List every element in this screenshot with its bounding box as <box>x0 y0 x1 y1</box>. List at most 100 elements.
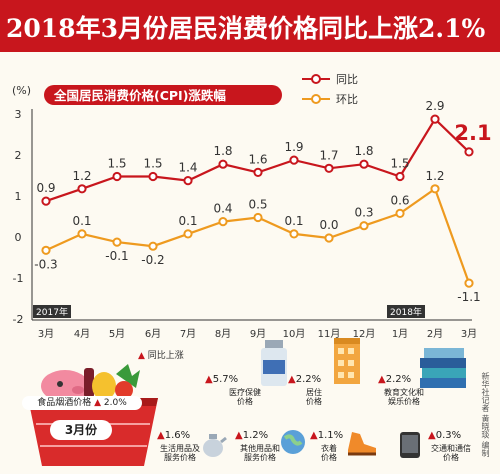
category-card-transport: ▲0.3% 交通和通信 价格 <box>390 424 476 470</box>
basket-month-box: 3月份 <box>50 420 112 440</box>
year-label-2017: 2017年 <box>36 306 68 318</box>
data-label: 1.4 <box>178 161 197 175</box>
bottom-legend: ▲ 同比上涨 <box>138 348 184 361</box>
data-point <box>324 233 334 243</box>
x-tick-label: 12月 <box>353 328 376 340</box>
y-tick-label: 1 <box>15 190 22 203</box>
data-label: -1.1 <box>457 290 480 304</box>
data-label: 0.0 <box>319 218 338 232</box>
data-label: 2.1 <box>454 121 491 145</box>
y-tick-label: -1 <box>13 272 24 285</box>
category-label: 交通和通信 价格 <box>431 444 471 462</box>
up-triangle-icon: ▲ <box>310 430 318 441</box>
data-point <box>148 241 158 251</box>
category-card-household: ▲1.6% 生活用品及 服务价格 <box>155 424 235 470</box>
data-label: 0.1 <box>178 214 197 228</box>
data-point <box>77 184 87 194</box>
data-point <box>253 212 263 223</box>
year-label-box <box>33 305 71 318</box>
up-triangle-icon: ▲ <box>138 351 145 361</box>
page-title: 2018年3月份居民消费价格同比上涨2.1% <box>6 14 486 43</box>
x-tick-label: 2月 <box>427 328 443 340</box>
x-tick-label: 7月 <box>180 328 196 340</box>
data-label: 0.1 <box>72 214 91 228</box>
year-label-2018: 2018年 <box>390 306 422 318</box>
data-point <box>289 155 299 165</box>
y-axis-unit: (%) <box>12 84 31 97</box>
category-label: 居住 价格 <box>306 388 322 406</box>
data-label: 2.9 <box>425 99 444 113</box>
data-label: 1.8 <box>213 144 232 158</box>
category-label: 衣着 价格 <box>321 444 337 462</box>
data-label: 0.1 <box>284 214 303 228</box>
category-card-medical: ▲5.7% 医疗保健 价格 <box>205 340 295 416</box>
data-point <box>395 171 405 182</box>
up-triangle-icon: ▲ <box>235 430 243 441</box>
data-point <box>183 229 193 239</box>
legend-label-yoy: 同比 <box>336 73 358 86</box>
category-value: 0.3% <box>435 430 462 441</box>
data-label: 1.5 <box>390 157 409 171</box>
category-value: 1.6% <box>164 430 191 441</box>
data-label: -0.1 <box>105 249 128 263</box>
data-point <box>41 196 51 206</box>
data-point <box>41 245 51 255</box>
data-label: 1.6 <box>248 152 267 166</box>
data-label: 0.4 <box>213 202 232 216</box>
data-point <box>148 171 158 182</box>
category-label: 生活用品及 服务价格 <box>160 444 200 462</box>
medicine-bottle-icon <box>261 340 287 386</box>
books-icon <box>420 348 466 388</box>
data-label: 1.8 <box>354 144 373 158</box>
data-point <box>359 159 369 169</box>
legend-marker-mom <box>311 94 321 104</box>
category-value: 2.2% <box>385 374 412 385</box>
x-tick-label: 3月 <box>38 328 54 340</box>
basket-value: 2.0% <box>103 398 127 408</box>
category-card-clothing: ▲1.1% 衣着 价格 <box>310 424 380 470</box>
x-tick-label: 5月 <box>109 328 125 340</box>
data-label: 1.2 <box>72 169 91 183</box>
category-label: 教育文化和 娱乐价格 <box>384 388 424 406</box>
category-card-education: ▲2.2% 教育文化和 娱乐价格 <box>378 348 478 416</box>
data-label: 0.6 <box>390 193 409 207</box>
basket-label-box: 食品烟酒价格 ▲ 2.0% <box>22 396 142 410</box>
food-basket-icon <box>28 364 158 466</box>
category-value: 1.1% <box>317 430 344 441</box>
shoe-icon <box>348 432 376 456</box>
chart-title: 全国居民消费价格(CPI)涨跌幅 <box>53 88 226 103</box>
data-point <box>253 167 263 178</box>
data-point <box>464 147 474 157</box>
data-label: 1.2 <box>425 169 444 183</box>
x-tick-label: 10月 <box>283 328 306 340</box>
y-tick-label: 3 <box>15 108 22 121</box>
data-point <box>430 114 440 124</box>
data-label: 1.7 <box>319 148 338 162</box>
cpi-line-chart: 全国居民消费价格(CPI)涨跌幅 (%) 同比 环比 3 2 1 0 -1 -2… <box>12 73 492 340</box>
data-point <box>77 229 87 239</box>
up-triangle-icon: ▲ <box>378 374 386 385</box>
data-point <box>218 217 228 227</box>
category-card-housing: ▲2.2% 居住 价格 <box>288 338 368 416</box>
data-point <box>218 159 228 169</box>
x-tick-label: 1月 <box>392 328 408 340</box>
data-label: 1.5 <box>107 157 126 171</box>
data-label: 0.5 <box>248 198 267 212</box>
data-point <box>464 278 474 288</box>
x-tick-label: 4月 <box>74 328 90 340</box>
title-banner: 2018年3月份居民消费价格同比上涨2.1% <box>0 0 500 52</box>
x-tick-label: 6月 <box>145 328 161 340</box>
data-label: 0.9 <box>36 181 55 195</box>
x-tick-label: 11月 <box>318 328 341 340</box>
basket-label: 食品烟酒价格 <box>37 398 92 408</box>
phone-icon <box>400 432 420 458</box>
bottom-legend-label: 同比上涨 <box>147 351 184 361</box>
building-icon <box>334 338 360 384</box>
up-triangle-icon: ▲ <box>94 398 102 408</box>
y-tick-label: 2 <box>15 149 22 162</box>
data-label: 1.9 <box>284 140 303 154</box>
up-triangle-icon: ▲ <box>205 374 213 385</box>
data-point <box>359 221 369 231</box>
x-tick-label: 8月 <box>215 328 231 340</box>
